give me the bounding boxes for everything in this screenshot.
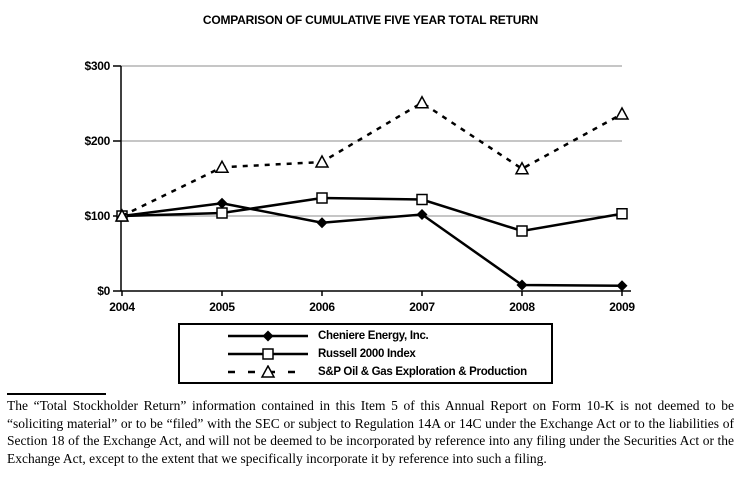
x-axis-tick-label-2007: 2007: [409, 300, 435, 314]
legend-item-cheniere: Cheniere Energy, Inc.: [180, 328, 551, 343]
legend-box: Cheniere Energy, Inc. Russell 2000 Index…: [178, 323, 553, 384]
legend-item-russell: Russell 2000 Index: [180, 346, 551, 361]
chart-title: COMPARISON OF CUMULATIVE FIVE YEAR TOTAL…: [202, 13, 539, 27]
legend-label-russell: Russell 2000 Index: [318, 347, 416, 360]
x-axis-tick-label-2008: 2008: [509, 300, 535, 314]
legend-sample-solid-square-icon: [228, 347, 308, 360]
x-axis-tick-label-2005: 2005: [209, 300, 235, 314]
footnote-divider: [7, 393, 106, 395]
legend-label-sp-oil-gas: S&P Oil & Gas Exploration & Production: [318, 365, 527, 378]
x-axis-tick-label-2006: 2006: [309, 300, 335, 314]
y-axis-tick-label-200: $200: [84, 134, 111, 148]
x-axis-tick-label-2009: 2009: [609, 300, 635, 314]
x-axis-tick-label-2004: 2004: [109, 300, 135, 314]
y-axis-tick-label-0: $0: [97, 284, 110, 298]
legend-label-cheniere: Cheniere Energy, Inc.: [318, 329, 429, 342]
legend-sample-dashed-triangle-icon: [228, 364, 308, 378]
plot-canvas: [113, 65, 631, 296]
footnote-text: The “Total Stockholder Return” informati…: [7, 398, 734, 466]
y-axis-tick-label-300: $300: [84, 59, 111, 73]
legend-item-sp-oil-gas: S&P Oil & Gas Exploration & Production: [180, 364, 551, 379]
legend-sample-solid-diamond-icon: [228, 330, 308, 341]
y-axis-tick-label-100: $100: [84, 209, 111, 223]
